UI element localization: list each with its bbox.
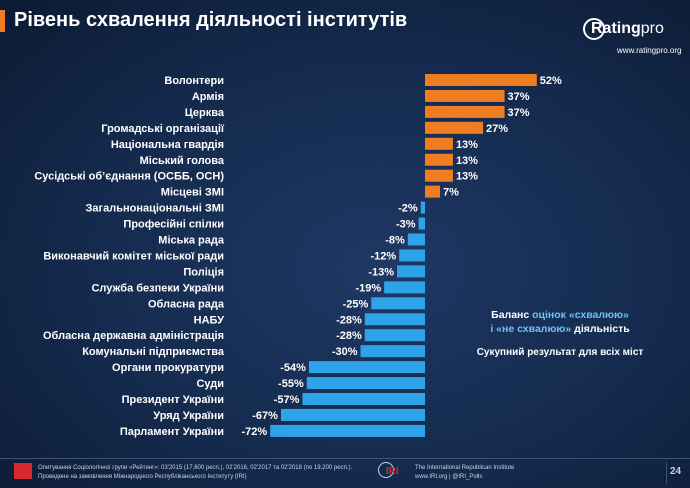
value-label-18: -54% xyxy=(280,362,306,374)
bar-21 xyxy=(280,408,425,421)
value-label-5: 13% xyxy=(456,155,478,167)
footer-source: Опитування Соціологічної групи «Рейтинг»… xyxy=(38,464,352,482)
bar-11 xyxy=(399,249,425,262)
value-label-20: -57% xyxy=(274,394,300,406)
bar-1 xyxy=(425,89,505,102)
bar-15 xyxy=(364,313,425,326)
bar-3 xyxy=(425,121,484,134)
footer-iri: The International Republican Institute w… xyxy=(415,464,514,482)
bar-5 xyxy=(425,153,453,166)
category-label-11: Виконавчий комітет міської ради xyxy=(43,250,224,262)
bar-18 xyxy=(308,361,425,374)
logo-url: www.ratingpro.org xyxy=(617,46,682,55)
chart-legend-note: Баланс оцінок «схвалюю» і «не схвалюю» д… xyxy=(470,308,650,336)
value-label-8: -2% xyxy=(398,203,418,215)
category-label-17: Комунальні підприємства xyxy=(82,346,225,358)
logo-brand-suffix: pro xyxy=(640,20,664,37)
bar-20 xyxy=(302,393,425,405)
bar-16 xyxy=(364,329,425,342)
bar-8 xyxy=(420,201,425,214)
value-label-3: 27% xyxy=(486,123,508,135)
page-title: Рівень схвалення діяльності інститутів xyxy=(14,9,408,31)
bar-4 xyxy=(425,137,453,150)
value-label-17: -30% xyxy=(332,346,358,358)
page-number: 24 xyxy=(670,466,682,477)
value-label-19: -55% xyxy=(278,378,304,390)
value-label-7: 7% xyxy=(443,187,459,199)
value-label-15: -28% xyxy=(336,314,362,326)
value-label-1: 37% xyxy=(508,91,530,103)
category-label-3: Громадські організації xyxy=(101,123,225,135)
category-label-21: Уряд України xyxy=(153,410,224,422)
category-label-6: Сусідські об’єднання (ОСББ, ОСН) xyxy=(34,171,224,183)
value-label-6: 13% xyxy=(456,171,478,183)
value-label-22: -72% xyxy=(242,426,268,438)
category-label-0: Волонтери xyxy=(164,75,224,87)
value-label-13: -19% xyxy=(355,282,381,294)
iri-logo: IRI xyxy=(378,461,410,483)
value-label-4: 13% xyxy=(456,139,478,151)
legend-approve-ratings: оцінок «схвалюю» xyxy=(532,309,629,321)
logo-brand-main: Rating xyxy=(591,20,641,37)
bar-2 xyxy=(425,105,505,118)
legend-balance: Баланс xyxy=(491,309,533,321)
value-label-11: -12% xyxy=(371,250,397,262)
category-label-18: Органи прокуратури xyxy=(112,362,224,374)
bar-0 xyxy=(425,74,537,86)
bar-10 xyxy=(407,233,425,246)
bar-17 xyxy=(360,345,425,358)
bar-9 xyxy=(418,217,425,230)
footer-source-line1: Опитування Соціологічної групи «Рейтинг»… xyxy=(38,465,353,471)
iri-logo-text: IRI xyxy=(386,466,399,477)
page-number-divider xyxy=(666,462,667,484)
value-label-12: -13% xyxy=(368,266,394,278)
globe-icon xyxy=(378,462,394,478)
value-label-2: 37% xyxy=(508,107,530,119)
title-accent-bar xyxy=(0,10,5,32)
category-label-15: НАБУ xyxy=(194,314,225,326)
ratingpro-logo: Ratingpro www.ratingpro.org xyxy=(583,16,683,58)
logo-wordmark: Ratingpro xyxy=(591,20,664,38)
category-label-7: Місцеві ЗМІ xyxy=(161,187,224,199)
legend-disapprove: і «не схвалюю» xyxy=(490,323,575,335)
category-label-2: Церква xyxy=(185,107,225,119)
category-label-12: Поліція xyxy=(183,266,224,278)
value-label-0: 52% xyxy=(540,75,562,87)
category-label-5: Міський голова xyxy=(140,155,225,167)
value-label-14: -25% xyxy=(343,298,369,310)
value-label-9: -3% xyxy=(396,219,416,231)
category-label-14: Обласна рада xyxy=(148,298,225,310)
category-label-1: Армія xyxy=(192,91,224,103)
category-label-10: Міська рада xyxy=(158,235,225,247)
value-label-21: -67% xyxy=(252,410,278,422)
bar-13 xyxy=(384,281,425,294)
footer-source-line2: Проведене на замовлення Міжнародного Рес… xyxy=(38,474,247,480)
bar-14 xyxy=(371,297,425,310)
legend-subtitle: Сукупний результат для всіх міст xyxy=(476,347,644,358)
category-label-20: Президент України xyxy=(122,394,224,406)
bar-12 xyxy=(397,265,425,278)
category-label-4: Національна гвардія xyxy=(111,139,224,151)
footer-iri-name: The International Republican Institute xyxy=(415,465,515,471)
category-label-13: Служба безпеки України xyxy=(91,282,224,294)
value-label-10: -8% xyxy=(385,235,405,247)
legend-activity: діяльність xyxy=(574,323,630,335)
rating-badge-icon xyxy=(14,463,32,479)
category-label-16: Обласна державна адміністрація xyxy=(43,330,224,342)
value-label-16: -28% xyxy=(336,330,362,342)
category-label-9: Професійні спілки xyxy=(123,219,224,231)
bar-19 xyxy=(306,377,425,390)
bar-22 xyxy=(270,424,425,437)
logo-ring-icon xyxy=(583,18,605,40)
footer-divider xyxy=(0,458,690,459)
category-label-8: Загальнонаціональні ЗМІ xyxy=(86,203,225,215)
bar-7 xyxy=(425,185,441,198)
category-label-22: Парламент України xyxy=(120,426,224,438)
footer-iri-links: www.IRI.org | @IRI_Polls xyxy=(415,474,483,480)
category-label-19: Суди xyxy=(196,378,224,390)
bar-6 xyxy=(425,169,453,182)
